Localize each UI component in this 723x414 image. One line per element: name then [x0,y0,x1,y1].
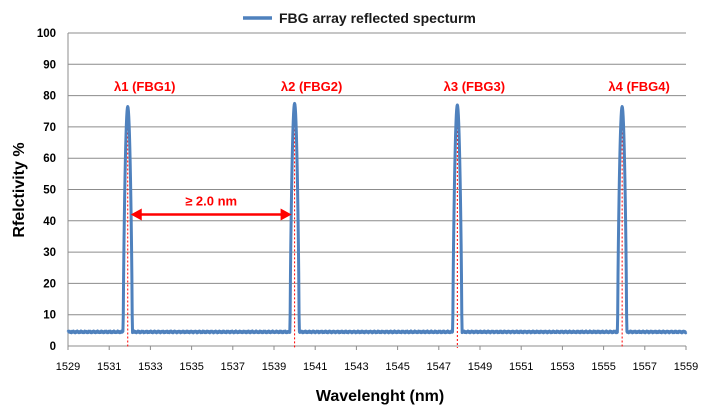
spacing-label: ≥ 2.0 nm [185,194,237,209]
y-axis-label: Rfelctivity % [11,142,28,237]
y-tick-label-100: 100 [37,28,56,40]
peak-label-4: λ4 (FBG4) [608,79,669,94]
x-tick-labels: 1529 1531 1533 1535 1537 1539 1541 1543 1545 1547… [56,361,698,373]
x-tick-label-1545: 1545 [385,361,409,373]
spacing-arrow-left-head [130,208,142,221]
peak-markers [127,109,623,348]
peak-label-1: λ1 (FBG1) [114,79,175,94]
x-tick-label-1537: 1537 [221,361,245,373]
x-tick-label-1555: 1555 [591,361,615,373]
legend-label: FBG array reflected specturm [279,10,476,26]
y-tick-label-80: 80 [43,91,56,103]
y-tick-label-60: 60 [43,153,56,165]
x-axis-label: Wavelenght (nm) [316,388,444,405]
y-tick-labels: 0 10 20 30 40 50 60 70 80 90 100 [37,28,56,353]
y-tick-label-30: 30 [43,247,56,259]
x-tick-label-1553: 1553 [550,361,574,373]
y-tick-label-10: 10 [43,310,56,322]
x-tick-label-1531: 1531 [97,361,121,373]
x-tick-label-1539: 1539 [262,361,286,373]
x-tick-label-1541: 1541 [303,361,327,373]
axes [67,33,687,350]
series-line-fbg-spectrum [66,101,688,335]
legend: FBG array reflected specturm [243,10,476,26]
spacing-arrow-right-head [280,208,292,221]
peak-label-3: λ3 (FBG3) [444,79,505,94]
x-tick-label-1533: 1533 [138,361,162,373]
y-tick-label-50: 50 [43,185,56,197]
x-tick-label-1557: 1557 [633,361,657,373]
x-tick-label-1535: 1535 [179,361,203,373]
gridlines [68,32,686,316]
y-tick-label-70: 70 [43,122,56,134]
x-tick-label-1547: 1547 [427,361,451,373]
x-tick-label-1529: 1529 [56,361,80,373]
spacing-annotation: ≥ 2.0 nm [130,194,292,221]
y-tick-label-20: 20 [43,278,56,290]
y-tick-label-0: 0 [50,341,56,353]
x-tick-label-1551: 1551 [509,361,533,373]
x-tick-label-1549: 1549 [468,361,492,373]
y-tick-label-40: 40 [43,216,56,228]
x-tick-label-1559: 1559 [674,361,698,373]
x-tick-label-1543: 1543 [344,361,368,373]
peak-label-2: λ2 (FBG2) [281,79,342,94]
y-tick-label-90: 90 [43,59,56,71]
peak-labels: λ1 (FBG1) λ2 (FBG2) λ3 (FBG3) λ4 (FBG4) [114,79,670,94]
